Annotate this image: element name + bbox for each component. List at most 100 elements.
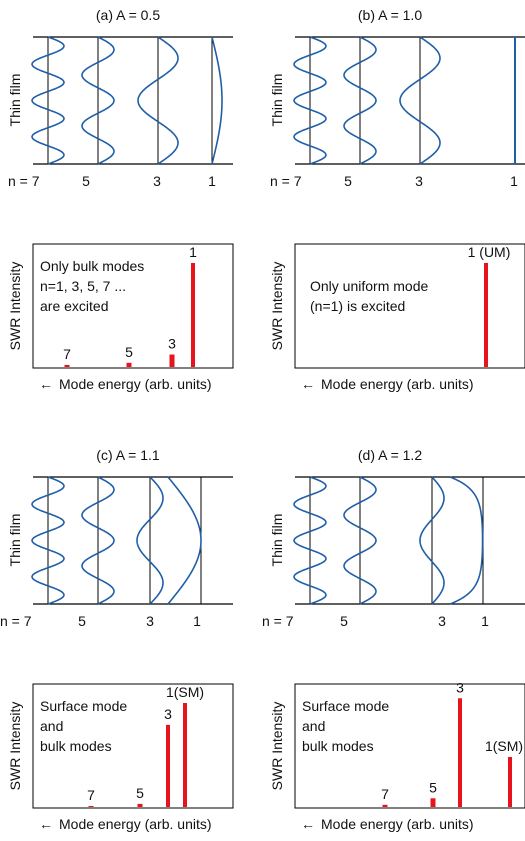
mode-label: 5 [78, 613, 86, 629]
intensity-axis-label: SWR Intensity [269, 262, 285, 351]
bar-label: 1 [189, 244, 197, 260]
bar-label: 3 [456, 679, 464, 695]
energy-axis-label: Mode energy (arb. units) [321, 376, 474, 392]
bar-mode-5 [126, 362, 132, 367]
chart-annotation: and [302, 718, 325, 734]
bar-label: 7 [87, 787, 95, 803]
bar-mode-1 [183, 703, 187, 807]
chart-frame [294, 683, 525, 809]
mode-label: 1 [208, 173, 216, 189]
bar-mode-3 [458, 698, 462, 807]
intensity-axis-label: SWR Intensity [7, 262, 23, 351]
panel-title: (c) A = 1.1 [96, 447, 160, 463]
swr-spectrum-chart: SWR Intensity ← Mode energy (arb. units) Su… [7, 683, 234, 832]
film-axis-label: Thin film [7, 74, 23, 127]
mode-label: n = 7 [270, 173, 302, 189]
panel-title: (a) A = 0.5 [96, 7, 160, 23]
panel-b: (b) A = 1.0 Thin film n = 7 5 3 1 SWR Intensit… [269, 7, 525, 392]
mode-profile-n1 [167, 476, 202, 605]
chart-frame [294, 243, 525, 369]
chart-annotation: are excited [40, 298, 108, 314]
bar-mode-7 [64, 364, 70, 367]
mode-label: 5 [344, 173, 352, 189]
intensity-axis-label: SWR Intensity [7, 702, 23, 791]
chart-annotation: bulk modes [302, 738, 374, 754]
mode-profile-n3 [136, 476, 164, 605]
film-axis-label: Thin film [269, 514, 285, 567]
bar-label: 7 [381, 786, 389, 802]
mode-profile-n3 [137, 36, 179, 165]
panel-title: (d) A = 1.2 [358, 447, 422, 463]
mode-profile-n3 [399, 36, 441, 165]
chart-annotation: Surface mode [302, 698, 389, 714]
mode-label: n = 7 [262, 613, 294, 629]
bar-mode-1 [484, 263, 488, 367]
intensity-axis-label: SWR Intensity [269, 702, 285, 791]
chart-annotation: bulk modes [40, 738, 112, 754]
chart-annotation: Surface mode [40, 698, 127, 714]
mode-label: 3 [153, 173, 161, 189]
panel-d: (d) A = 1.2 Thin film n = 7 5 3 1 SWR Intensit… [262, 447, 525, 832]
swr-spectrum-chart: SWR Intensity ← Mode energy (arb. units) Su… [269, 679, 525, 832]
bar-label: 1 (UM) [468, 244, 511, 260]
bar-label: 5 [429, 779, 437, 795]
mode-label: 1 [481, 613, 489, 629]
mode-profile-n5 [81, 36, 115, 165]
chart-frame [32, 683, 234, 809]
mode-label: 3 [438, 613, 446, 629]
left-arrow-icon: ← [301, 816, 315, 832]
bar-label: 5 [125, 344, 133, 360]
bar-mode-3 [166, 724, 170, 807]
chart-annotation: n=1, 3, 5, 7 ... [40, 278, 126, 294]
bar-label: 3 [164, 706, 172, 722]
swr-spectrum-chart: SWR Intensity ← Mode energy (arb. units) On… [7, 243, 234, 392]
mode-label: 3 [415, 173, 423, 189]
left-arrow-icon: ← [39, 376, 53, 392]
bar-label: 7 [63, 346, 71, 362]
bar-mode-5 [137, 803, 143, 807]
mode-label: 5 [82, 173, 90, 189]
chart-annotation: Only bulk modes [40, 258, 144, 274]
mode-label: n = 7 [8, 173, 40, 189]
energy-axis-label: Mode energy (arb. units) [59, 816, 212, 832]
chart-frame [32, 243, 234, 369]
film-axis-label: Thin film [7, 514, 23, 567]
swr-spectrum-chart: SWR Intensity ← Mode energy (arb. units) On… [269, 243, 525, 392]
bar-mode-1 [508, 756, 512, 807]
mode-profile-n1 [449, 476, 484, 605]
mode-label: 3 [146, 613, 154, 629]
mode-label: n = 7 [0, 613, 32, 629]
bar-label: 3 [168, 336, 176, 352]
mode-profile-n7 [31, 36, 65, 165]
mode-profile-n5 [343, 476, 377, 605]
bar-mode-1 [191, 263, 195, 367]
left-arrow-icon: ← [39, 816, 53, 832]
bar-label: 1(SM) [166, 684, 204, 700]
film-axis-label: Thin film [269, 74, 285, 127]
mode-label: 1 [510, 173, 518, 189]
mode-profile-n7 [293, 36, 327, 165]
bar-label: 1(SM) [485, 738, 523, 754]
chart-annotation: (n=1) is excited [310, 298, 405, 314]
mode-profile-n1 [211, 36, 223, 165]
bar-label: 5 [136, 785, 144, 801]
energy-axis-label: Mode energy (arb. units) [59, 376, 212, 392]
left-arrow-icon: ← [301, 376, 315, 392]
mode-profile-n5 [343, 36, 377, 165]
mode-profile-n5 [81, 476, 115, 605]
mode-profile-n3 [419, 476, 445, 605]
bar-mode-3 [169, 354, 175, 367]
chart-annotation: and [40, 718, 63, 734]
mode-profile-n7 [293, 476, 327, 605]
chart-annotation: Only uniform mode [310, 278, 428, 294]
bar-mode-7 [88, 805, 94, 807]
energy-axis-label: Mode energy (arb. units) [321, 816, 474, 832]
panel-c: (c) A = 1.1 Thin film n = 7 5 3 1 SWR Intensit… [0, 447, 234, 832]
mode-label: 5 [340, 613, 348, 629]
bar-mode-5 [430, 798, 436, 807]
panel-title: (b) A = 1.0 [358, 7, 422, 23]
bar-mode-7 [382, 804, 388, 807]
mode-label: 1 [193, 613, 201, 629]
